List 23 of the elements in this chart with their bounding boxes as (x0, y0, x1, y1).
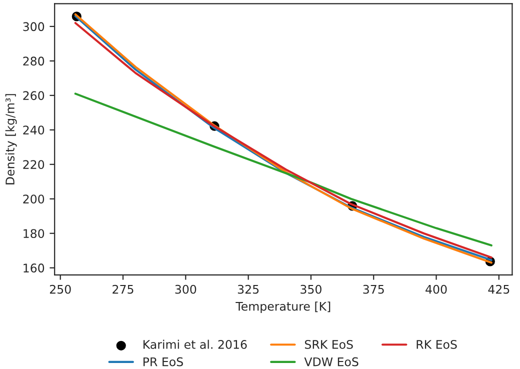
y-tick-label: 260 (23, 91, 44, 100)
x-tick-label: 375 (363, 284, 384, 294)
x-tick-label: 250 (50, 284, 71, 294)
y-axis-title: Density [kg/m³] (5, 94, 17, 184)
y-tick-label: 180 (24, 229, 44, 238)
legend-label: SRK EoS (304, 340, 353, 349)
y-tick-label: 280 (23, 56, 44, 66)
x-tick-label: 300 (175, 284, 196, 294)
legend-label: VDW EoS (304, 357, 358, 366)
x-tick-label: 425 (488, 284, 510, 294)
legend-label: RK EoS (416, 340, 457, 349)
y-tick-label: 240 (23, 126, 44, 135)
x-tick-label: 350 (300, 284, 322, 294)
x-tick-label: 400 (426, 284, 447, 294)
y-tick-label: 220 (23, 160, 44, 170)
y-tick-label: 160 (24, 264, 44, 272)
y-tick-label: 200 (23, 194, 44, 204)
x-axis-title: Temperature [K] (236, 302, 330, 314)
y-tick-label: 300 (23, 22, 44, 32)
legend-label: PR EoS (144, 357, 183, 366)
x-tick-label: 325 (238, 284, 259, 294)
legend-label: Karimi et al. 2016 (144, 340, 247, 349)
x-tick-label: 275 (112, 284, 134, 294)
